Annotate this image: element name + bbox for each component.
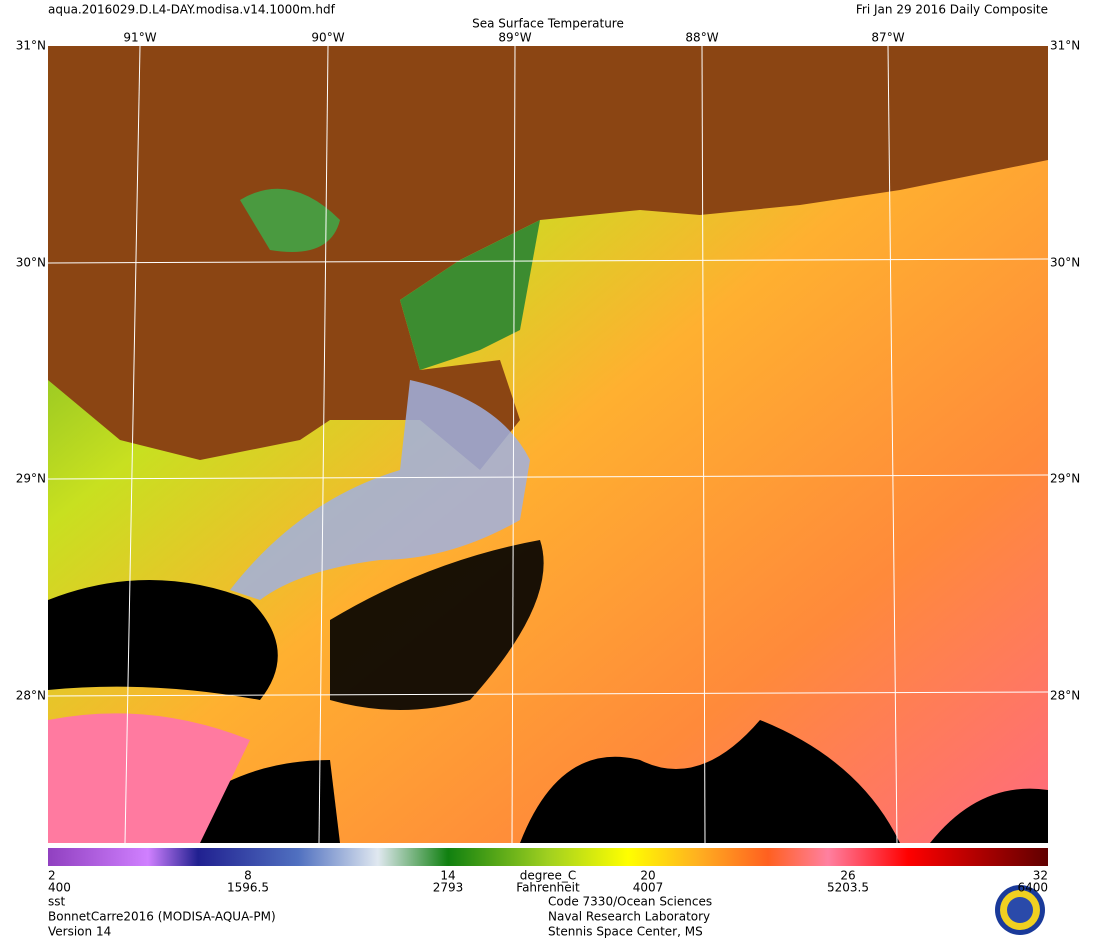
lat-label: 29°N: [16, 472, 46, 486]
footer-left: BonnetCarre2016 (MODISA-AQUA-PM): [48, 910, 276, 924]
meridian: [511, 45, 516, 844]
lat-label: 31°N: [16, 39, 46, 53]
meridian: [318, 45, 329, 844]
lat-label: 28°N: [1050, 689, 1080, 703]
meridian: [887, 45, 898, 844]
lat-label: 29°N: [1050, 472, 1080, 486]
fahrenheit-tick: 6400: [1017, 881, 1048, 895]
cloud: [330, 540, 544, 710]
graticule: [47, 45, 1049, 844]
nrl-logo: [995, 885, 1045, 935]
footer-right: Stennis Space Center, MS: [548, 925, 703, 939]
celsius-tick: 20: [640, 869, 655, 883]
cloud: [520, 720, 900, 843]
lon-label: 91°W: [123, 31, 156, 45]
date: Fri Jan 29 2016 Daily Composite: [856, 3, 1048, 17]
filename: aqua.2016029.D.L4-DAY.modisa.v14.1000m.h…: [48, 3, 336, 17]
parallel: [47, 691, 1049, 697]
parallel: [47, 258, 1049, 264]
lon-label: 87°W: [871, 31, 904, 45]
lon-label: 88°W: [685, 31, 718, 45]
colorbar: [48, 848, 1048, 866]
cold-plume: [230, 380, 530, 600]
fahrenheit-tick: 5203.5: [827, 881, 869, 895]
lat-label: 31°N: [1050, 39, 1080, 53]
lat-label: 30°N: [1050, 256, 1080, 270]
celsius-tick: 2: [48, 869, 56, 883]
footer-right: Naval Research Laboratory: [548, 910, 710, 924]
celsius-tick: 14: [440, 869, 455, 883]
lake: [240, 188, 340, 252]
land: [48, 46, 1048, 470]
coastal-water: [400, 220, 540, 370]
fahrenheit-tick: 2793: [433, 881, 464, 895]
fahrenheit-tick: 4007: [633, 881, 664, 895]
lon-label: 89°W: [498, 31, 531, 45]
cloud: [48, 580, 278, 700]
celsius-unit: degree_C: [520, 869, 576, 883]
fahrenheit-tick: 1596.5: [227, 881, 269, 895]
footer-left: Version 14: [48, 925, 111, 939]
meridian: [124, 45, 141, 844]
meridian: [701, 45, 706, 844]
celsius-tick: 8: [244, 869, 252, 883]
cloud: [930, 788, 1048, 843]
footer-right: Code 7330/Ocean Sciences: [548, 895, 712, 909]
lat-label: 30°N: [16, 256, 46, 270]
lon-label: 90°W: [311, 31, 344, 45]
map: [47, 45, 1049, 844]
fahrenheit-tick: 400: [48, 881, 71, 895]
fahrenheit-unit: Fahrenheit: [516, 881, 580, 895]
celsius-tick: 26: [840, 869, 855, 883]
celsius-tick: 32: [1033, 869, 1048, 883]
footer-left: sst: [48, 895, 66, 909]
lat-label: 28°N: [16, 689, 46, 703]
parallel: [47, 474, 1049, 480]
warm-water: [48, 713, 250, 843]
title: Sea Surface Temperature: [472, 17, 624, 31]
